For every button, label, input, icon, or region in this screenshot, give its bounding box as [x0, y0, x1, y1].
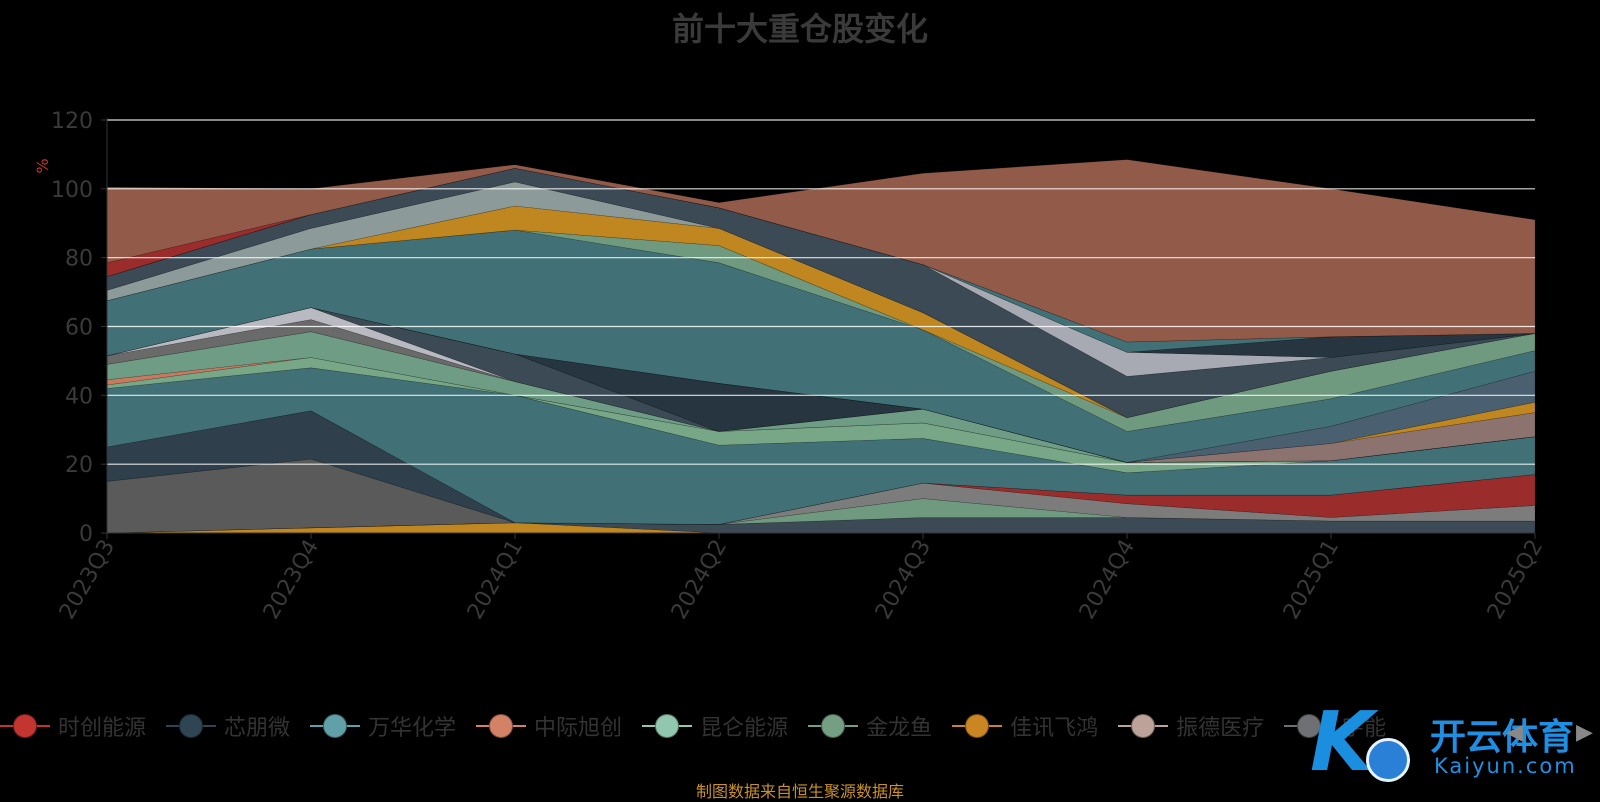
legend-item[interactable]: 昆仑能源: [642, 710, 788, 742]
legend-marker-icon: [642, 713, 693, 739]
y-axis-label: %: [33, 158, 52, 173]
x-tick-label: 2024Q3: [871, 536, 936, 624]
legend-item[interactable]: 中际旭创: [476, 710, 622, 742]
x-tick-label: 2023Q3: [55, 536, 120, 624]
y-tick-label: 80: [65, 247, 93, 272]
legend-label: 振德医疗: [1176, 716, 1265, 741]
legend-item[interactable]: 振德医疗: [1118, 710, 1264, 742]
y-tick-label: 60: [65, 316, 93, 341]
legend-label: 昆仑能源: [700, 716, 789, 741]
legend-next-button[interactable]: ▶: [1576, 720, 1593, 745]
legend-item[interactable]: 万华化学: [310, 710, 456, 742]
y-tick-label: 100: [51, 178, 93, 203]
y-tick-label: 0: [79, 522, 93, 547]
legend-label: 佳讯飞鸿: [1010, 716, 1099, 741]
legend-marker-icon: [808, 713, 859, 739]
legend-marker-icon: [1284, 713, 1335, 739]
y-tick-labels: 0 20 40 60 80 100 120: [51, 109, 93, 547]
watermark-text-cn: 开云体育: [1430, 717, 1575, 758]
x-tick-label: 2023Q4: [259, 536, 324, 624]
legend-item[interactable]: 金龙鱼: [808, 710, 932, 742]
legend-marker-icon: [310, 713, 361, 739]
legend-marker-icon: [1118, 713, 1169, 739]
x-tick-label: 2025Q1: [1279, 536, 1344, 624]
area-series-7: [106, 367, 1536, 525]
legend-item[interactable]: 宇能: [1284, 710, 1386, 742]
x-tick-label: 2025Q2: [1483, 536, 1548, 624]
legend-label: 宇能: [1342, 716, 1387, 741]
source-note: 制图数据来自恒生聚源数据库: [695, 782, 904, 801]
x-tick-labels: 2023Q3 2023Q4 2024Q1 2024Q2 2024Q3 2024Q4 2025…: [55, 536, 1548, 624]
legend-label: 芯朋微: [224, 716, 291, 741]
axes: [101, 118, 1536, 539]
y-tick-label: 20: [65, 453, 93, 478]
x-tick-label: 2024Q2: [667, 536, 732, 624]
watermark-k-icon: K: [1310, 695, 1374, 790]
watermark-logo: K 开云体育 Kaiyun.com: [1302, 700, 1598, 790]
legend-marker-icon: [952, 713, 1003, 739]
legend-label: 金龙鱼: [866, 716, 933, 741]
legend-label: 中际旭创: [534, 716, 623, 741]
watermark-text-en: Kaiyun.com: [1434, 754, 1577, 778]
legend-marker-icon: [0, 713, 50, 739]
y-tick-label: 40: [65, 384, 93, 409]
legend-label: 时创能源: [58, 716, 147, 741]
legend-marker-icon: [166, 713, 217, 739]
legend-item[interactable]: 时创能源: [0, 710, 146, 742]
legend-prev-button[interactable]: ◀: [1506, 720, 1523, 745]
x-tick-label: 2024Q4: [1075, 536, 1140, 624]
legend-label: 万华化学: [368, 716, 457, 741]
legend-item[interactable]: 芯朋微: [166, 710, 290, 742]
x-tick-label: 2024Q1: [463, 536, 528, 624]
y-tick-label: 120: [51, 109, 93, 134]
legend-item[interactable]: 佳讯飞鸿: [952, 710, 1098, 742]
legend-marker-icon: [476, 713, 527, 739]
gridlines: [107, 119, 1535, 465]
soccer-ball-icon: [1366, 738, 1410, 782]
series-layer: [106, 159, 1536, 534]
legend: 时创能源 芯朋微 万华化学 中际旭创 昆仑能源 金龙鱼 佳讯飞鸿 振德医疗 宇能: [0, 710, 1600, 746]
area-series-27: [106, 159, 1536, 343]
chart-title: 前十大重仓股变化: [671, 10, 928, 48]
